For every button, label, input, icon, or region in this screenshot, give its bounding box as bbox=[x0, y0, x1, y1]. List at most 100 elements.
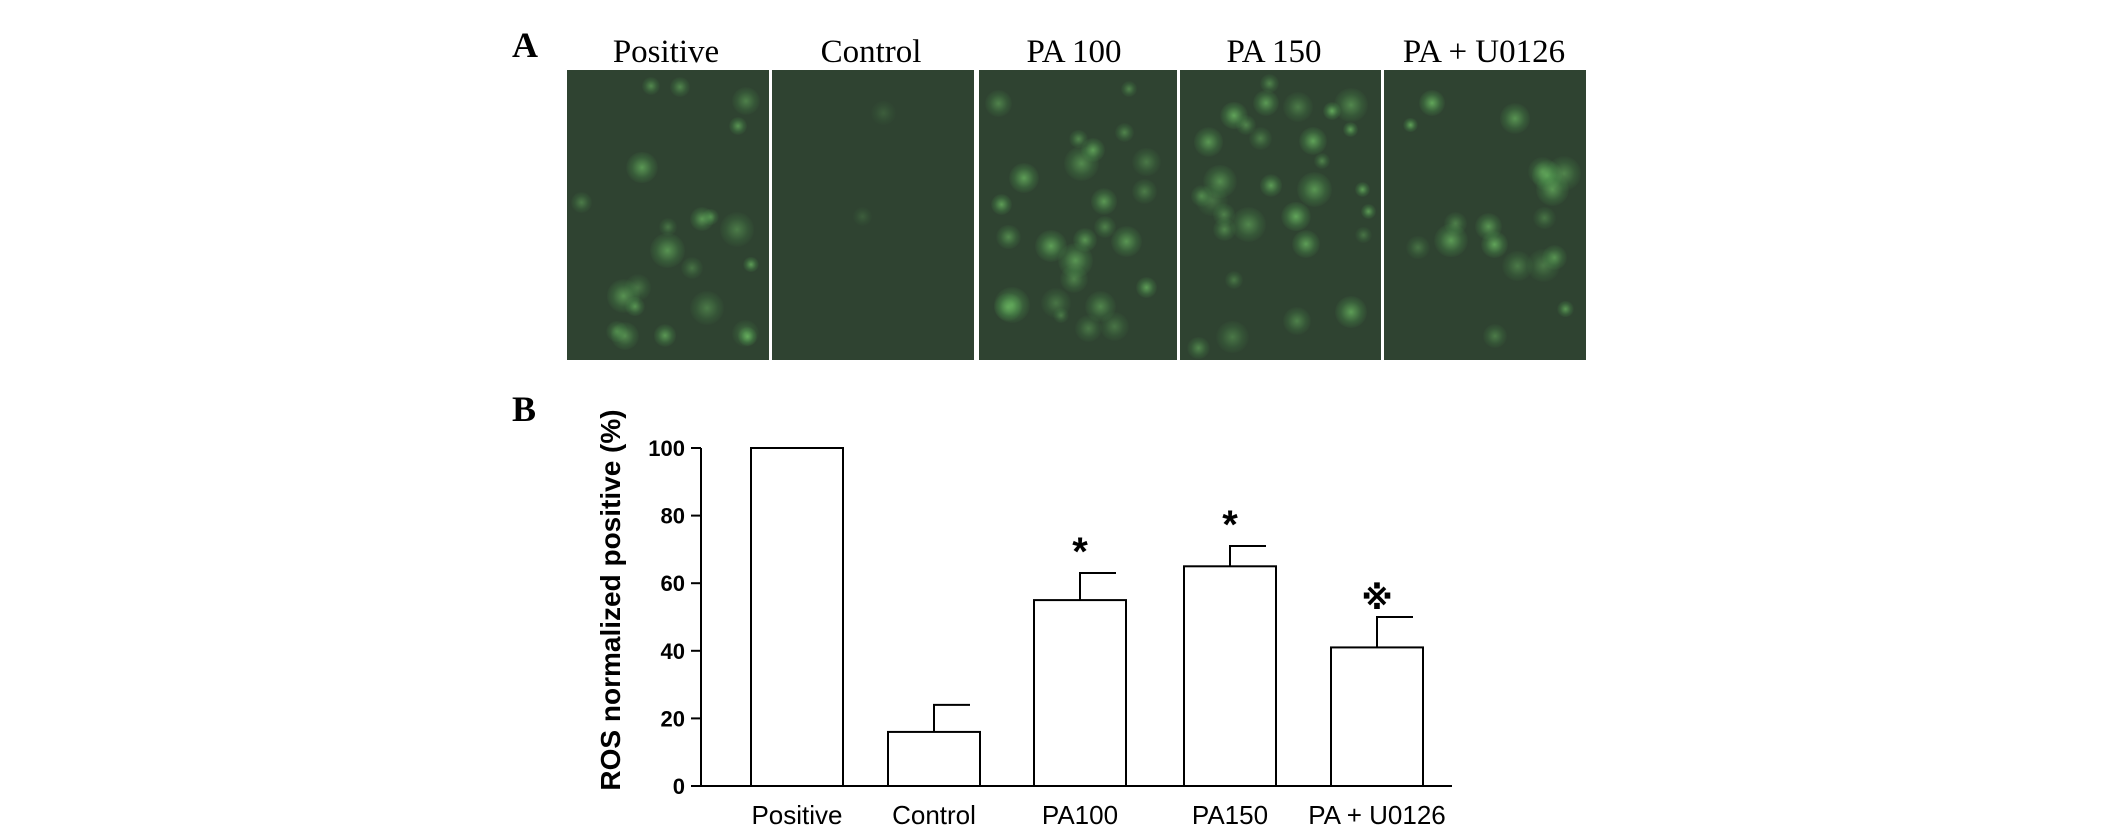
bar bbox=[1183, 565, 1277, 787]
fluorescent-cell bbox=[1091, 188, 1118, 215]
image-label-pa150: PA 150 bbox=[1226, 34, 1322, 70]
fluorescent-cell bbox=[1334, 88, 1368, 122]
image-label-pa-u0126: PA + U0126 bbox=[1402, 34, 1566, 70]
image-label-control: Control bbox=[820, 34, 922, 70]
fluorescent-cell bbox=[1075, 314, 1103, 342]
y-axis: 0 20 40 60 80 100 bbox=[648, 436, 702, 799]
x-tick-label: PA150 bbox=[1192, 800, 1268, 830]
micrograph-positive bbox=[567, 70, 769, 360]
fluorescent-cell bbox=[659, 218, 677, 236]
fluorescent-cell bbox=[1532, 206, 1556, 230]
fluorescent-cell bbox=[737, 326, 757, 346]
fluorescent-cell bbox=[669, 76, 690, 97]
fluorescent-cell bbox=[1418, 90, 1445, 117]
y-tick-label: 40 bbox=[661, 639, 685, 664]
fluorescent-cell bbox=[1291, 229, 1321, 259]
y-axis-label: ROS normalized positive (%) bbox=[595, 409, 626, 790]
bar bbox=[887, 730, 981, 787]
y-tick-label: 20 bbox=[661, 706, 685, 731]
fluorescent-cell bbox=[1114, 122, 1134, 142]
x-tick-label: PA + U0126 bbox=[1308, 800, 1446, 830]
fluorescent-cell bbox=[1235, 114, 1256, 135]
significance-marker: ※ bbox=[1361, 580, 1392, 616]
fluorescent-cell bbox=[1253, 89, 1280, 116]
micrograph-pa100 bbox=[979, 70, 1177, 360]
error-bars bbox=[933, 545, 1413, 732]
fluorescent-cell bbox=[690, 291, 724, 326]
fluorescent-cell bbox=[653, 324, 677, 347]
fluorescent-cell bbox=[1360, 204, 1376, 219]
fluorescent-cell bbox=[681, 257, 704, 280]
significance-marker: * bbox=[1072, 530, 1088, 574]
fluorescent-cell bbox=[1053, 307, 1069, 324]
fluorescent-cell bbox=[1535, 173, 1569, 207]
fluorescent-cell bbox=[1405, 235, 1430, 260]
fluorescent-cell bbox=[1355, 226, 1372, 244]
y-tick-label: 100 bbox=[648, 436, 685, 461]
fluorescent-cell bbox=[1231, 206, 1267, 242]
fluorescent-cell bbox=[1313, 152, 1330, 169]
fluorescent-cell bbox=[1100, 312, 1130, 342]
fluorescent-cell bbox=[719, 211, 755, 247]
fluorescent-cell bbox=[606, 279, 641, 313]
annotations: * * ※ bbox=[1072, 503, 1392, 616]
fluorescent-cell bbox=[1131, 178, 1157, 204]
fluorescent-cell bbox=[1557, 300, 1575, 318]
y-tick-label: 60 bbox=[661, 571, 685, 596]
fluorescent-cell bbox=[1403, 118, 1418, 133]
micrograph-pa150 bbox=[1180, 70, 1381, 360]
fluorescent-cell bbox=[1283, 92, 1313, 122]
fluorescent-cell bbox=[1335, 296, 1368, 329]
bar bbox=[1330, 646, 1424, 787]
fluorescent-cell bbox=[1085, 291, 1117, 323]
fluorescent-cell bbox=[1259, 173, 1283, 197]
x-tick-label: Control bbox=[892, 800, 976, 830]
fluorescent-cell bbox=[1541, 244, 1567, 270]
fluorescent-cell bbox=[1136, 276, 1157, 298]
image-label-positive: Positive bbox=[612, 34, 720, 70]
fluorescent-cell bbox=[743, 256, 759, 273]
fluorescent-cell bbox=[1481, 231, 1508, 258]
fluorescent-cell bbox=[1297, 172, 1333, 208]
fluorescent-cell bbox=[1190, 184, 1213, 207]
significance-marker: * bbox=[1222, 503, 1238, 547]
fluorescent-cell bbox=[1187, 336, 1210, 360]
fluorescent-cell bbox=[871, 100, 897, 126]
fluorescent-cell bbox=[1093, 215, 1116, 238]
fluorescent-cell bbox=[729, 117, 748, 135]
fluorescent-cell bbox=[1194, 127, 1224, 157]
fluorescent-cell bbox=[1110, 226, 1142, 258]
x-tick-labels: Positive Control PA100 PA150 PA + U0126 bbox=[751, 800, 1445, 830]
fluorescent-cell bbox=[626, 151, 658, 184]
fluorescent-cell bbox=[731, 86, 760, 115]
fluorescent-cell bbox=[1259, 73, 1279, 93]
fluorescent-cell bbox=[610, 321, 640, 351]
fluorescent-cell bbox=[1281, 201, 1311, 231]
fluorescent-cell bbox=[1041, 287, 1072, 318]
fluorescent-cell bbox=[852, 207, 873, 227]
fluorescent-cell bbox=[690, 207, 715, 232]
fluorescent-cell bbox=[1225, 271, 1243, 290]
fluorescent-cell bbox=[1132, 147, 1161, 177]
fluorescent-cell bbox=[1120, 80, 1138, 98]
fluorescent-cell bbox=[649, 232, 686, 269]
panel-a-letter: A bbox=[512, 25, 538, 65]
fluorescent-cell bbox=[1499, 103, 1530, 134]
fluorescent-cell bbox=[1434, 223, 1468, 258]
fluorescent-cell bbox=[1283, 307, 1312, 336]
image-label-pa100: PA 100 bbox=[1026, 34, 1122, 70]
fluorescent-cell bbox=[1298, 126, 1327, 155]
fluorescent-cell bbox=[1355, 181, 1370, 197]
fluorescent-cell bbox=[571, 191, 593, 213]
fluorescent-cell bbox=[1343, 121, 1358, 137]
fluorescent-cell bbox=[1213, 217, 1237, 241]
fluorescent-cell bbox=[990, 193, 1013, 216]
fluorescent-cell bbox=[1502, 250, 1533, 282]
panel-b-letter: B bbox=[512, 389, 537, 429]
y-tick-label: 0 bbox=[673, 774, 685, 799]
fluorescent-cell bbox=[1216, 320, 1249, 354]
fluorescent-cell bbox=[985, 90, 1012, 118]
fluorescent-cell bbox=[1080, 138, 1105, 163]
fluorescent-cell bbox=[1057, 242, 1094, 279]
fluorescent-cell bbox=[1322, 102, 1341, 121]
